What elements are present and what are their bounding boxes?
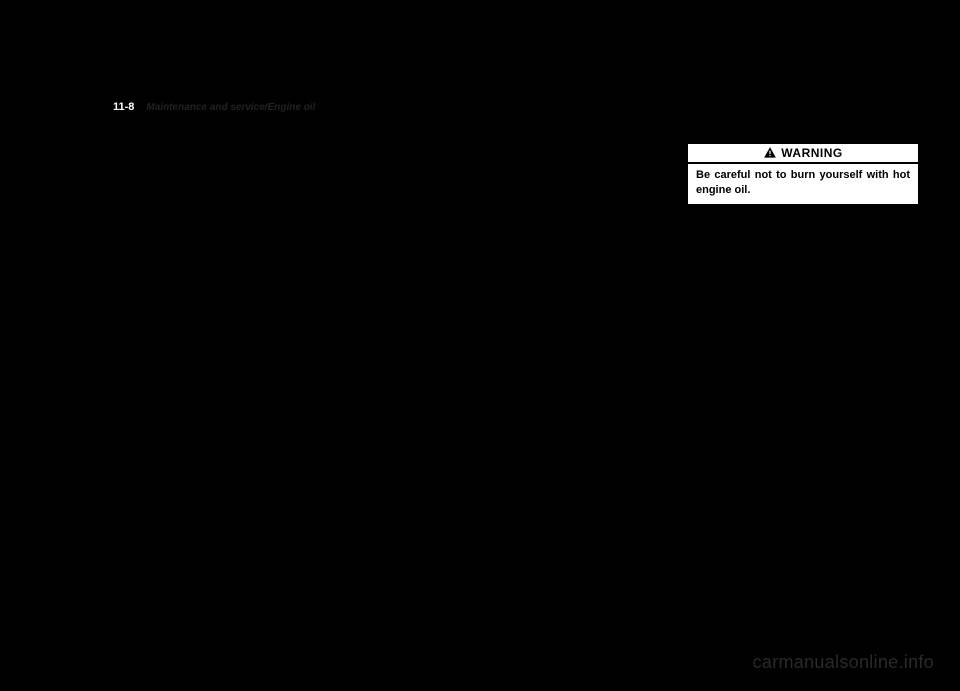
page-header: 11-8 Maintenance and service/Engine oil bbox=[110, 100, 925, 118]
warning-box: WARNING Be careful not to burn yourself … bbox=[686, 142, 920, 206]
warning-triangle-icon bbox=[763, 146, 777, 160]
page-number: 11-8 bbox=[110, 100, 140, 114]
section-divider bbox=[144, 408, 359, 410]
section-path: Maintenance and service/Engine oil bbox=[146, 102, 315, 113]
warning-header: WARNING bbox=[688, 144, 918, 164]
warning-title: WARNING bbox=[781, 146, 843, 160]
page-number-text: 11-8 bbox=[113, 101, 134, 113]
warning-body: Be careful not to burn yourself with hot… bbox=[688, 164, 918, 204]
watermark: carmanualsonline.info bbox=[753, 652, 934, 673]
